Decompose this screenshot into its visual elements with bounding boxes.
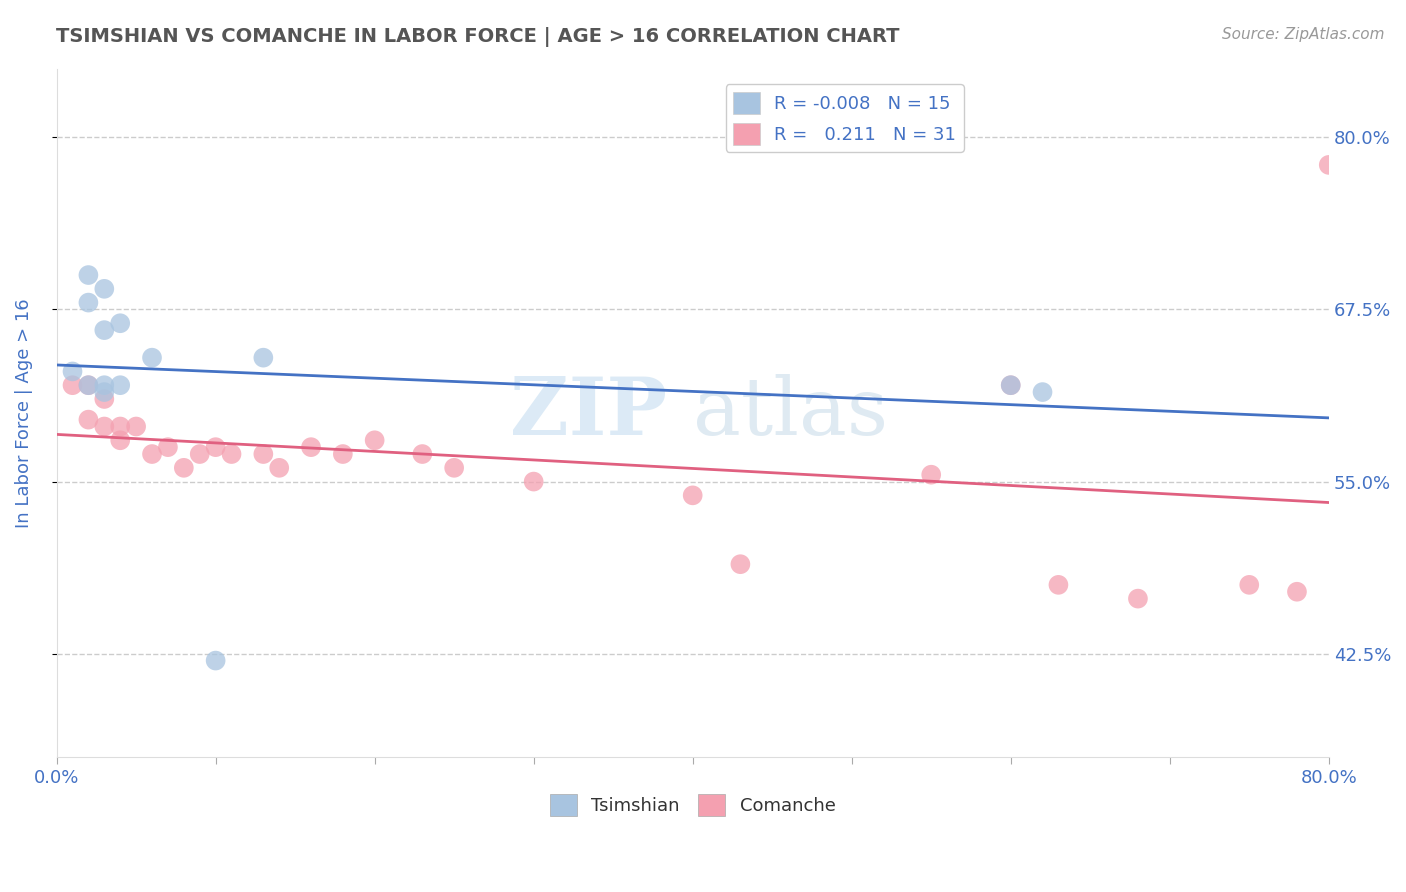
Point [252,351,274,365]
Point [1031,385,1053,400]
Point [443,460,465,475]
Text: TSIMSHIAN VS COMANCHE IN LABOR FORCE | AGE > 16 CORRELATION CHART: TSIMSHIAN VS COMANCHE IN LABOR FORCE | A… [56,27,900,46]
Point [252,447,274,461]
Point [156,440,179,454]
Point [188,447,211,461]
Point [411,447,433,461]
Point [62,378,84,392]
Y-axis label: In Labor Force | Age > 16: In Labor Force | Age > 16 [15,298,32,527]
Point [204,654,226,668]
Point [93,385,115,400]
Text: atlas: atlas [693,374,887,451]
Point [141,447,163,461]
Point [299,440,322,454]
Point [1126,591,1149,606]
Point [62,364,84,378]
Point [93,378,115,392]
Legend: Tsimshian, Comanche: Tsimshian, Comanche [543,787,842,823]
Point [1285,584,1308,599]
Point [93,323,115,337]
Point [332,447,354,461]
Point [221,447,243,461]
Point [730,558,752,572]
Point [1000,378,1022,392]
Point [77,378,100,392]
Point [1000,378,1022,392]
Point [141,351,163,365]
Point [77,268,100,282]
Point [77,295,100,310]
Text: Source: ZipAtlas.com: Source: ZipAtlas.com [1222,27,1385,42]
Point [110,419,132,434]
Point [110,378,132,392]
Point [93,392,115,406]
Point [204,440,226,454]
Point [1047,578,1070,592]
Point [77,412,100,426]
Point [125,419,148,434]
Point [1317,158,1340,172]
Point [269,460,291,475]
Point [93,419,115,434]
Point [523,475,546,489]
Point [173,460,195,475]
Point [363,434,385,448]
Point [920,467,942,482]
Text: ZIP: ZIP [510,374,668,451]
Point [682,488,704,502]
Point [93,282,115,296]
Point [110,316,132,330]
Point [110,434,132,448]
Point [1239,578,1261,592]
Point [77,378,100,392]
